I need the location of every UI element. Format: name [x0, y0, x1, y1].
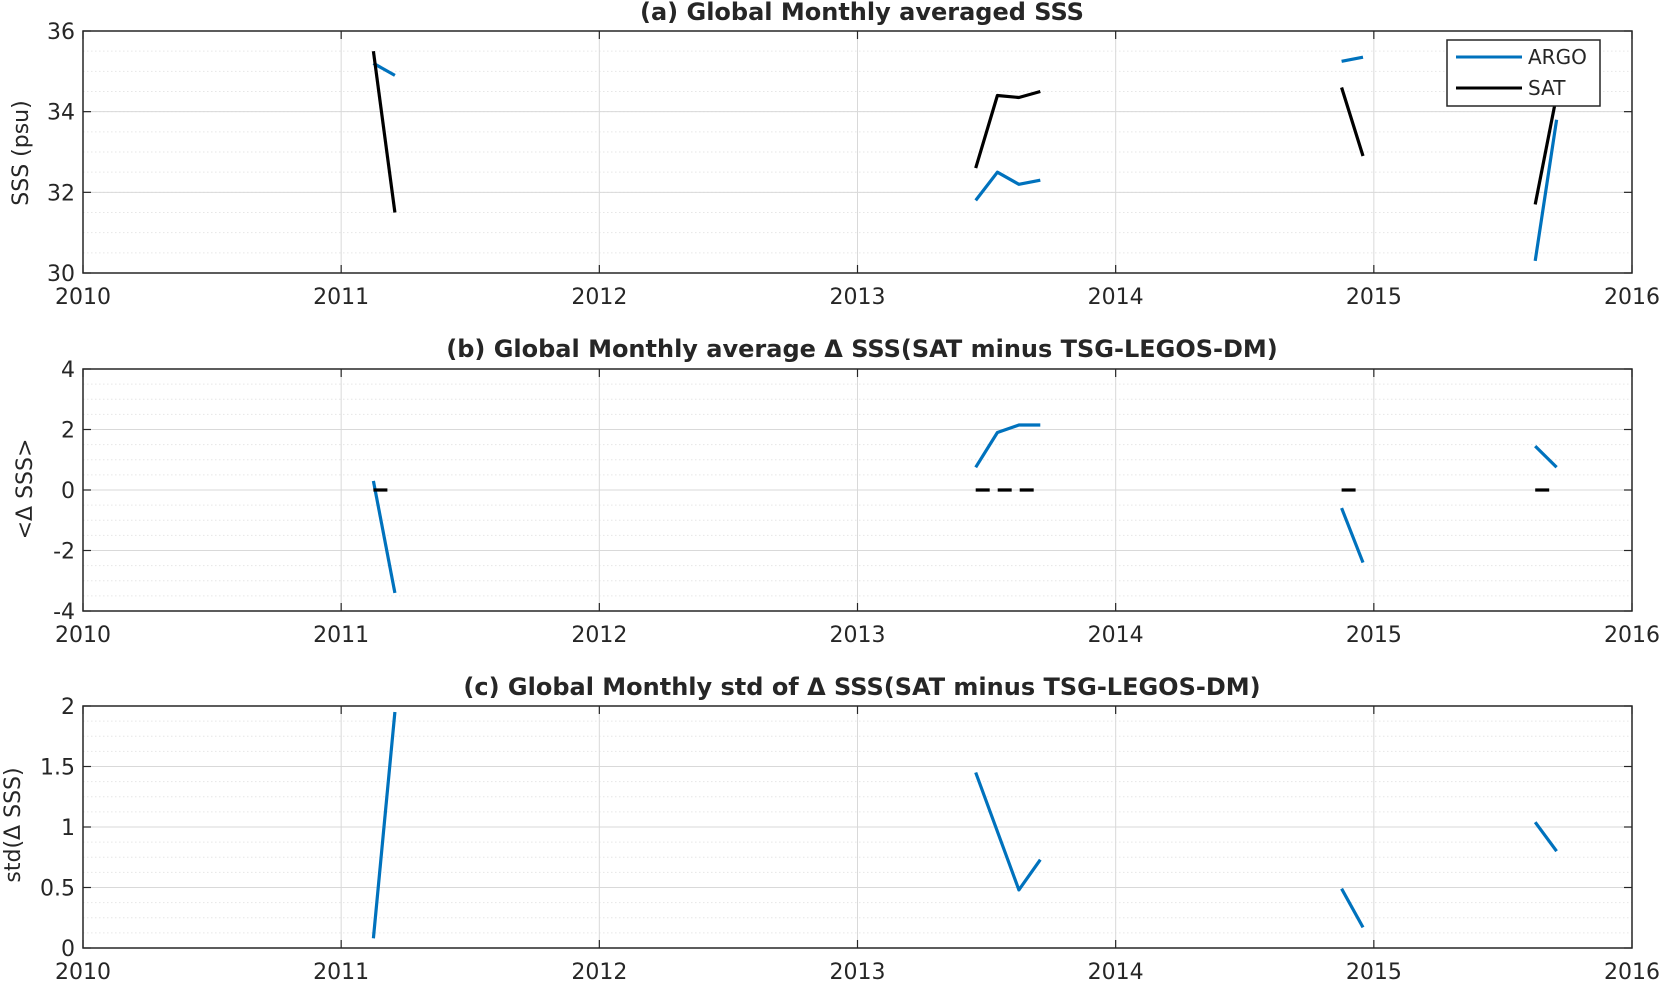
y-tick-label: 30 [47, 262, 75, 287]
series-group-2 [371, 711, 1558, 939]
x-tick-label: 2016 [1604, 285, 1660, 310]
series-line-argo [372, 61, 396, 77]
y-tick-label: 34 [47, 101, 75, 126]
x-tick-label: 2015 [1346, 285, 1402, 310]
grid-0 [82, 30, 1633, 274]
panel-c-title: (c) Global Monthly std of Δ SSS(SAT minu… [463, 673, 1260, 701]
x-tick-label: 2011 [313, 285, 369, 310]
legend: ARGO SAT [1446, 39, 1601, 107]
y-tick-label: 1.5 [40, 756, 75, 781]
series-line-argo [1534, 444, 1558, 469]
series-line-sat [371, 50, 397, 213]
series-line-argo [974, 771, 1042, 892]
x-tick-label: 2010 [55, 960, 111, 982]
y-tick-label: 32 [47, 181, 75, 206]
panel-b: (b) Global Monthly average Δ SSS(SAT min… [13, 335, 1660, 648]
panel-b-title: (b) Global Monthly average Δ SSS(SAT min… [446, 335, 1278, 363]
panel-a: (a) Global Monthly averaged SSS SSS (psu… [9, 0, 1660, 310]
series-group-1 [371, 423, 1558, 594]
series-line-argo [1533, 119, 1559, 262]
x-tick-label: 2015 [1346, 623, 1402, 648]
panel-c-ylabel: std(Δ SSS) [1, 767, 26, 882]
series-line-sat [1340, 87, 1365, 157]
series-line-argo [974, 423, 1041, 469]
y-tick-label: 4 [61, 358, 75, 383]
legend-box [1446, 39, 1601, 107]
y-tick-label: 1 [61, 816, 75, 841]
y-tick-label: 0 [61, 937, 75, 962]
series-line-sat [1533, 95, 1559, 205]
series-line-argo [371, 711, 397, 939]
x-tick-label: 2012 [571, 960, 627, 982]
x-tick-label: 2013 [830, 285, 886, 310]
x-tick-label: 2010 [55, 285, 111, 310]
y-tick-label: -4 [53, 600, 75, 625]
x-tick-label: 2011 [313, 623, 369, 648]
x-tick-label: 2012 [571, 285, 627, 310]
x-tick-label: 2014 [1088, 960, 1144, 982]
series-line-argo [1533, 821, 1558, 853]
panel-a-title: (a) Global Monthly averaged SSS [640, 0, 1084, 26]
legend-label-argo: ARGO [1528, 45, 1587, 69]
panel-c: (c) Global Monthly std of Δ SSS(SAT minu… [1, 673, 1660, 982]
x-tick-label: 2010 [55, 623, 111, 648]
x-tick-label: 2012 [571, 623, 627, 648]
series-line-sat [974, 89, 1041, 169]
grid-2 [82, 705, 1633, 949]
x-tick-label: 2014 [1088, 285, 1144, 310]
legend-label-sat: SAT [1528, 76, 1566, 100]
series-group-0 [371, 50, 1559, 262]
x-tick-label: 2016 [1604, 623, 1660, 648]
x-tick-label: 2014 [1088, 623, 1144, 648]
series-line-argo [1341, 55, 1364, 63]
x-tick-label: 2013 [830, 960, 886, 982]
series-line-argo [1340, 507, 1365, 564]
series-line-argo [371, 480, 397, 594]
x-tick-label: 2015 [1346, 960, 1402, 982]
y-tick-label: 2 [61, 419, 75, 444]
grid-1 [82, 368, 1633, 612]
panel-b-ylabel: <Δ SSS> [13, 439, 38, 540]
y-tick-label: 0 [61, 479, 75, 504]
x-tick-label: 2013 [830, 623, 886, 648]
y-tick-label: 36 [47, 20, 75, 45]
x-tick-label: 2016 [1604, 960, 1660, 982]
panel-a-ylabel: SSS (psu) [9, 100, 34, 205]
series-line-argo [974, 170, 1041, 202]
x-tick-label: 2011 [313, 960, 369, 982]
series-line-argo [1340, 887, 1365, 929]
y-tick-label: -2 [53, 540, 75, 565]
y-tick-label: 0.5 [40, 877, 75, 902]
y-tick-label: 2 [61, 695, 75, 720]
